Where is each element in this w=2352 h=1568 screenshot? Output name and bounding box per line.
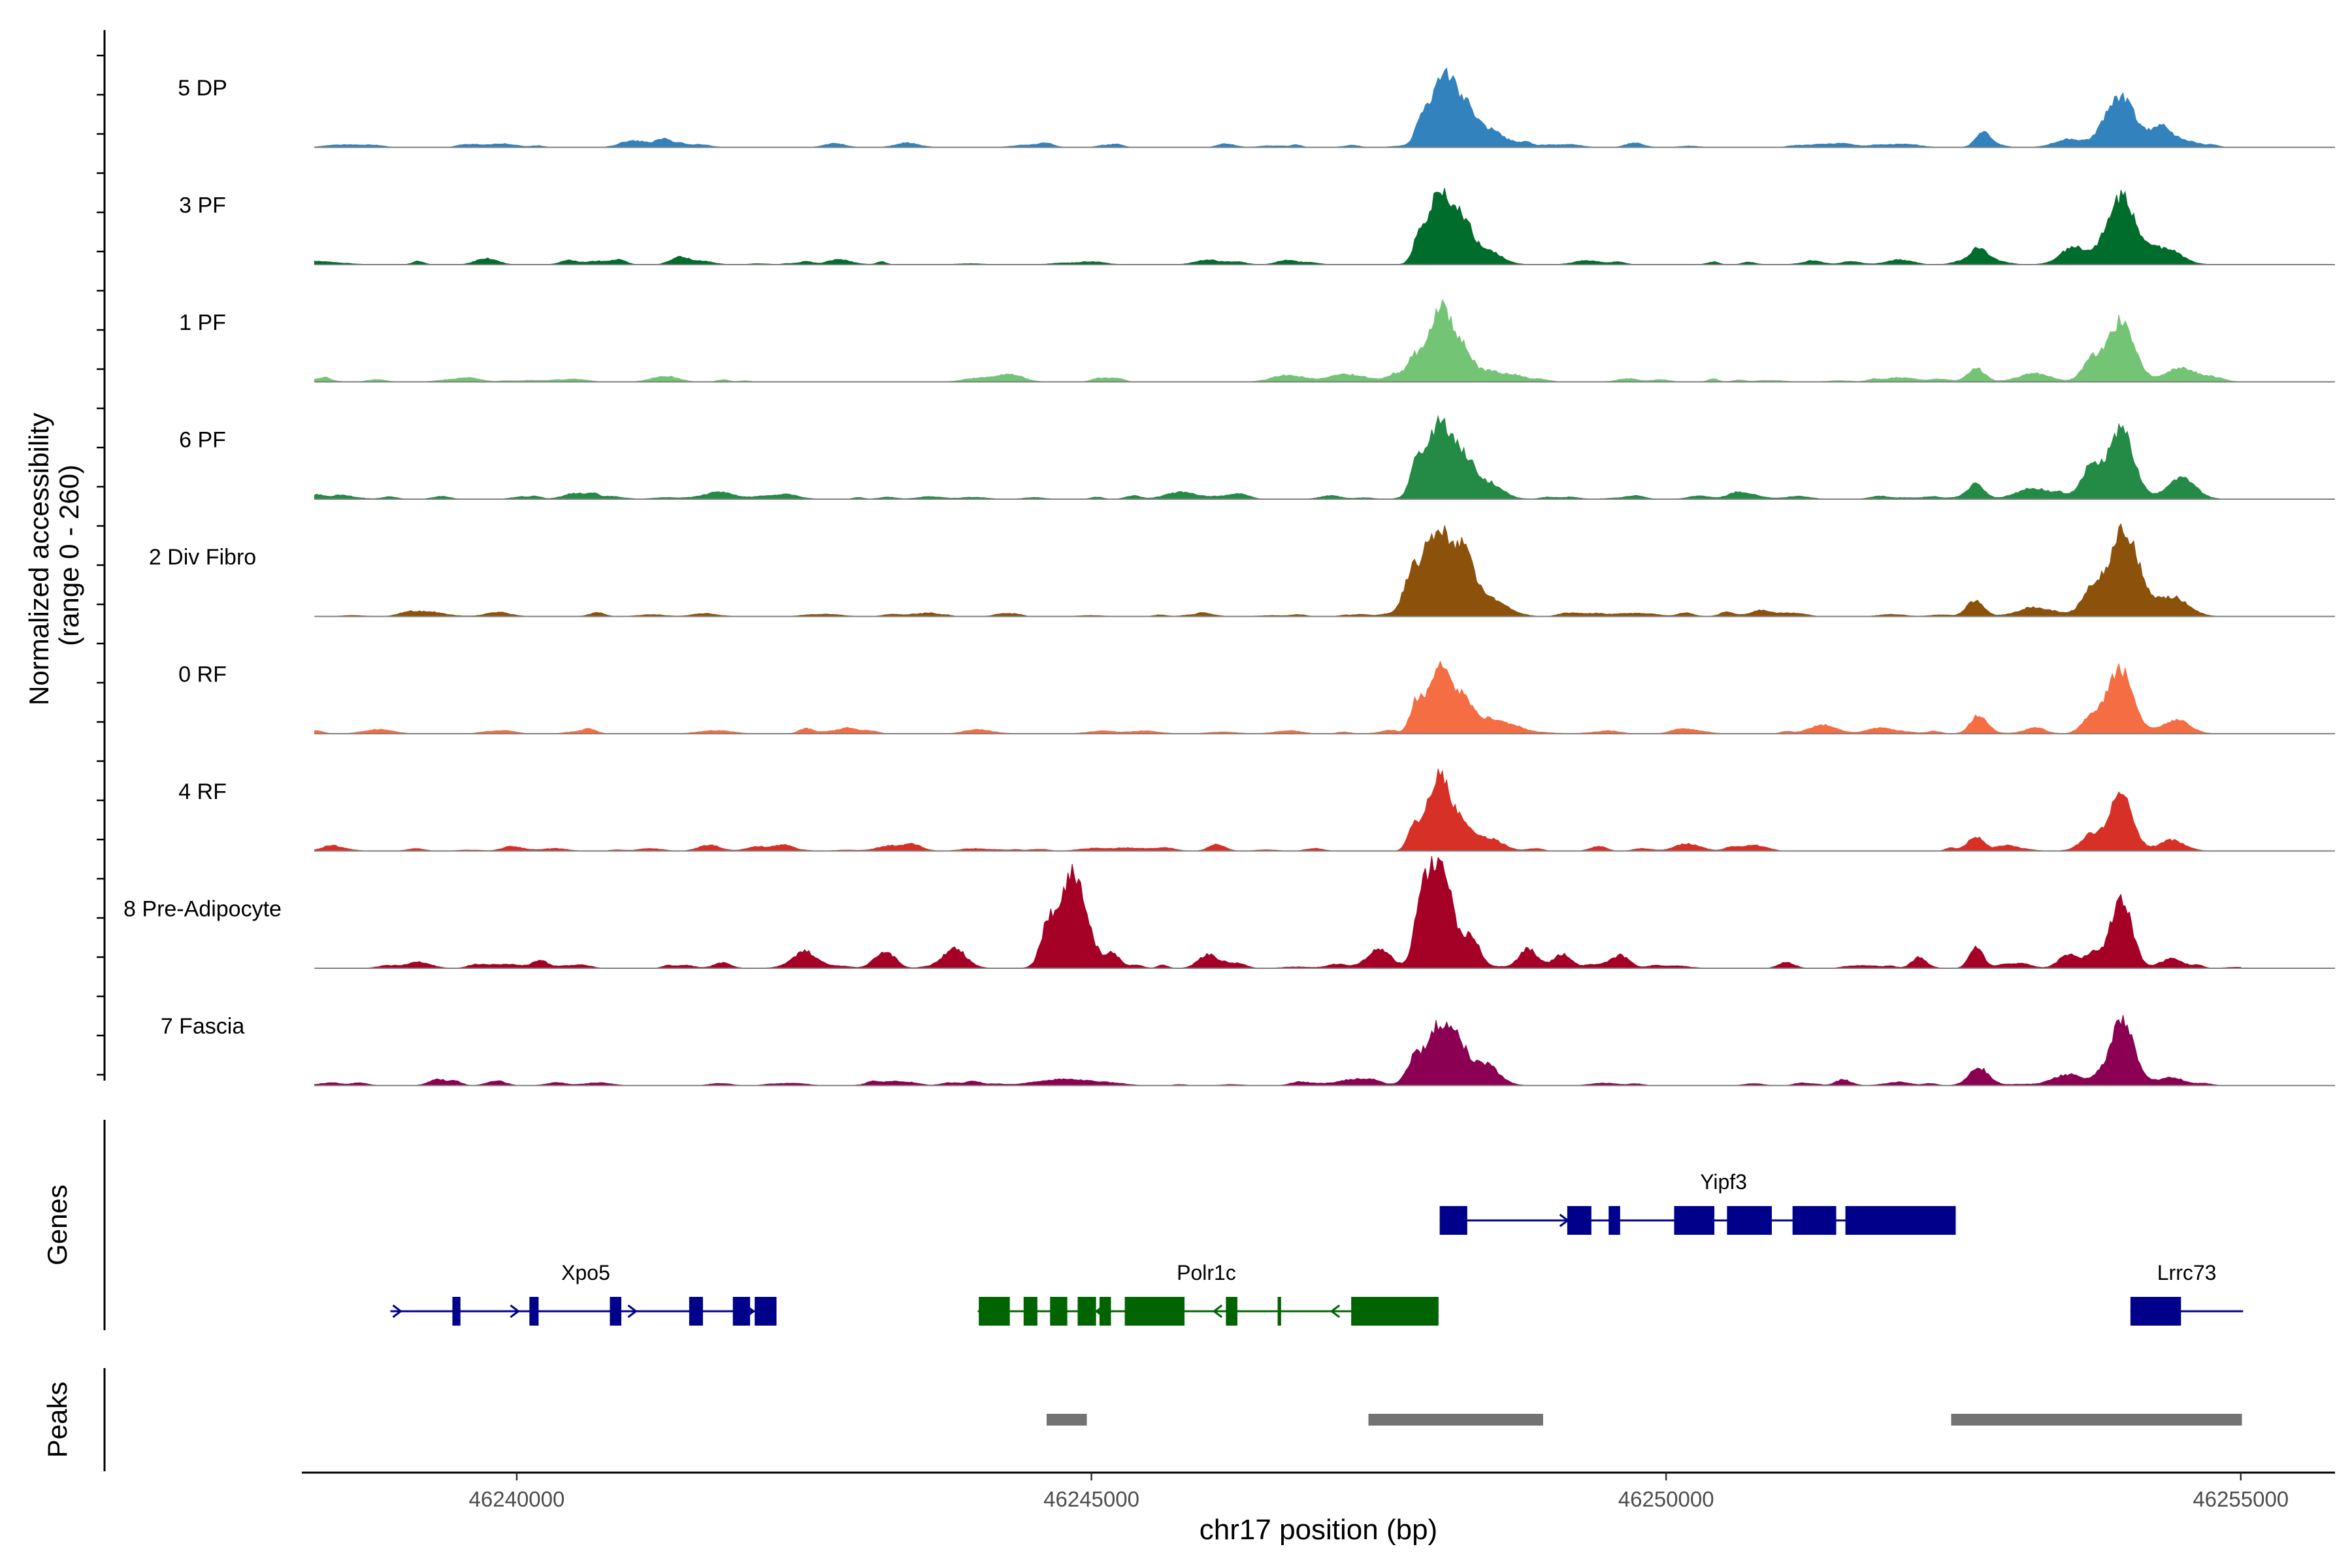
peaks-axis-label: Peaks xyxy=(42,1382,73,1458)
gene-exon xyxy=(732,1297,751,1326)
coverage-track: 4 RF xyxy=(178,768,2335,852)
x-tick-label: 46255000 xyxy=(2193,1487,2289,1511)
peak-region xyxy=(1951,1414,2242,1426)
gene-exon xyxy=(1567,1206,1592,1235)
gene-label: Yipf3 xyxy=(1700,1170,1747,1194)
coverage-track: 2 Div Fibro xyxy=(149,523,2335,617)
strand-arrow xyxy=(1330,1304,1341,1318)
gene: Xpo5 xyxy=(390,1261,777,1326)
gene-exon xyxy=(1099,1297,1111,1326)
coverage-area xyxy=(314,67,2241,148)
gene-exon xyxy=(979,1297,1010,1326)
coverage-y-label: Normalized accessibility (range 0 - 260) xyxy=(24,405,84,706)
coverage-y-ticks xyxy=(97,54,105,1076)
track-label: 4 RF xyxy=(178,779,227,804)
coverage-area xyxy=(314,1015,2241,1086)
coverage-track: 3 PF xyxy=(179,188,2335,265)
gene-exon xyxy=(2130,1297,2181,1326)
coverage-track: 0 RF xyxy=(178,660,2335,734)
coverage-track: 1 PF xyxy=(179,299,2335,383)
gene-exon xyxy=(1727,1206,1772,1235)
strand-arrow xyxy=(627,1304,638,1318)
coverage-area xyxy=(314,660,2241,734)
track-label: 7 Fascia xyxy=(161,1014,245,1039)
track-label: 8 Pre-Adipocyte xyxy=(123,897,282,922)
coverage-track: 5 DP xyxy=(178,67,2335,148)
gene-exon xyxy=(1023,1297,1037,1326)
x-tick-label: 46250000 xyxy=(1618,1487,1714,1511)
x-tick-label: 46240000 xyxy=(469,1487,565,1511)
coverage-tracks: 5 DP 3 PF 1 PF 6 PF 2 Div Fibro 0 RF 4 RF 8 Pre… xyxy=(123,67,2335,1086)
track-label: 1 PF xyxy=(179,310,226,335)
gene: Polr1c xyxy=(977,1261,1439,1326)
gene-exon xyxy=(1609,1206,1620,1235)
strand-arrow xyxy=(510,1304,520,1318)
gene-exon xyxy=(529,1297,539,1326)
x-tick-label: 46245000 xyxy=(1043,1487,1139,1511)
gene-exon xyxy=(1077,1297,1096,1326)
strand-arrow xyxy=(392,1304,402,1318)
gene: Lrrc73 xyxy=(2130,1261,2244,1326)
gene-label: Xpo5 xyxy=(561,1261,610,1284)
coverage-y-label-line1: Normalized accessibility xyxy=(24,413,54,706)
track-label: 6 PF xyxy=(179,428,226,453)
coverage-area xyxy=(314,768,2241,851)
coverage-track: 8 Pre-Adipocyte xyxy=(123,856,2335,969)
track-label: 2 Div Fibro xyxy=(149,545,256,570)
track-label: 3 PF xyxy=(179,193,226,218)
peak-region xyxy=(1368,1414,1543,1426)
gene-exon xyxy=(1439,1206,1467,1235)
coverage-area xyxy=(314,299,2242,383)
x-axis-label: chr17 position (bp) xyxy=(1200,1514,1437,1546)
peak-region xyxy=(1046,1414,1087,1426)
coverage-track: 6 PF xyxy=(179,414,2335,500)
gene: Yipf3 xyxy=(1439,1170,1956,1235)
peaks-track xyxy=(1046,1414,2242,1426)
gene-exon xyxy=(1845,1206,1956,1235)
gene-exon xyxy=(1124,1297,1185,1326)
gene-exon xyxy=(1674,1206,1715,1235)
coverage-area xyxy=(314,414,2241,500)
coverage-area xyxy=(314,188,2241,265)
gene-exon xyxy=(1050,1297,1068,1326)
gene-exon xyxy=(1792,1206,1837,1235)
coverage-area xyxy=(314,856,2242,969)
gene-exon xyxy=(452,1297,461,1326)
gene-exon xyxy=(1351,1297,1439,1326)
strand-arrow xyxy=(1212,1304,1223,1318)
track-label: 5 DP xyxy=(178,76,227,101)
coverage-area xyxy=(314,523,2241,617)
coverage-y-label-line2: (range 0 - 260) xyxy=(54,465,84,646)
genes-track: Yipf3 Xpo5 Polr1c Lrrc73 xyxy=(390,1170,2244,1326)
coverage-track: 7 Fascia xyxy=(161,1014,2335,1086)
gene-exon xyxy=(1226,1297,1237,1326)
gene-label: Polr1c xyxy=(1177,1261,1236,1284)
track-label: 0 RF xyxy=(178,662,227,687)
x-axis-ticks: 46240000 46245000 46250000 46255000 xyxy=(469,1473,2289,1511)
gene-label: Lrrc73 xyxy=(2157,1261,2217,1284)
gene-exon xyxy=(758,1297,777,1326)
gene-exon xyxy=(689,1297,703,1326)
genes-axis-label: Genes xyxy=(42,1184,73,1266)
gene-exon xyxy=(610,1297,622,1326)
gene-exon xyxy=(1277,1297,1281,1326)
